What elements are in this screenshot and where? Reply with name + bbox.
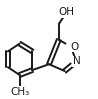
Text: N: N xyxy=(73,56,80,66)
Text: O: O xyxy=(71,42,79,52)
Text: CH₃: CH₃ xyxy=(10,87,29,97)
Text: OH: OH xyxy=(59,7,75,17)
